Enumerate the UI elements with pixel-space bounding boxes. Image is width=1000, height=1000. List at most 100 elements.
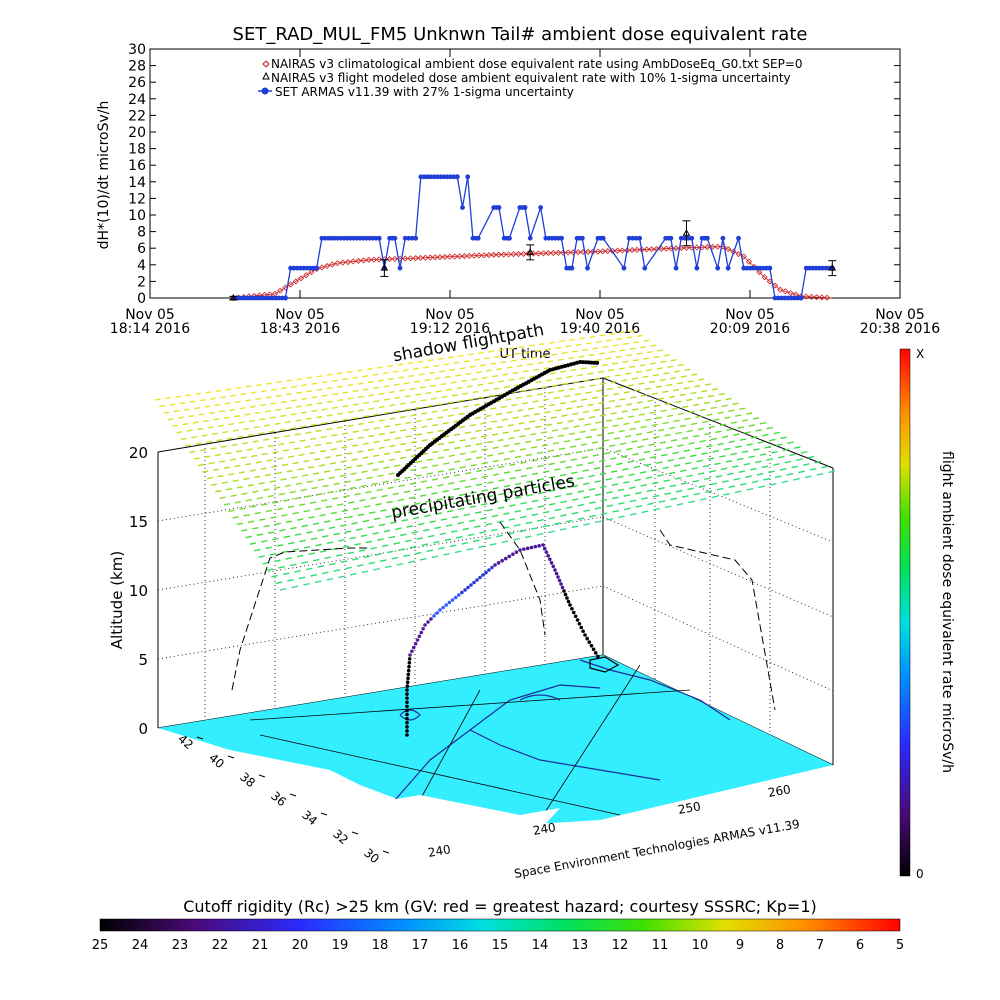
dose-field-mark [585,342,592,345]
dose-field-mark [513,523,521,527]
dose-field-mark [526,466,533,470]
dose-field-mark [383,385,390,388]
nairas-climatological-point [480,252,488,259]
dose-field-mark [798,470,805,474]
dose-field-mark [629,347,636,350]
dose-field-mark [189,450,196,454]
dose-field-mark [524,351,531,354]
dose-field-mark [469,424,476,427]
dose-field-mark [703,401,711,405]
dose-field-mark [298,503,306,506]
dose-field-mark [568,432,575,436]
dose-field-mark [296,391,303,394]
dose-field-mark [459,439,466,442]
dose-colorbar-top: X [916,347,924,361]
dose-field-mark [697,427,704,431]
dose-field-mark [525,453,533,457]
armas-point [538,205,544,210]
dose-field-mark [322,484,329,488]
dose-field-mark [727,472,734,476]
dose-field-mark [202,470,209,473]
dose-field-mark [383,398,390,401]
dose-field-mark [594,520,602,524]
nairas-climatological-point [545,250,552,257]
dose-field-mark [513,429,520,432]
dose-field-mark [433,364,440,367]
dose-field-mark [223,466,230,470]
dose-field-mark [565,345,572,348]
armas-point [392,235,398,241]
dose-field-mark [459,367,466,370]
dose-field-mark [272,537,279,541]
dose-field-mark [246,448,253,451]
dose-field-mark [582,410,590,414]
dose-field-mark [600,512,608,516]
dose-field-mark [310,574,318,577]
dose-field-mark [597,446,605,450]
dose-field-mark [627,415,635,418]
dose-field-mark [290,526,297,530]
dose-field-mark [319,550,327,553]
dose-field-mark [793,446,801,449]
dose-field-mark [670,439,678,442]
dose-field-mark [356,564,364,567]
nairas-climatological-point [629,247,636,254]
nairas-climatological-point [575,249,582,256]
dose-field-mark [315,543,322,547]
dose-field-mark [368,421,375,424]
dose-field-mark [259,418,266,421]
nairas-climatological-point [277,287,284,294]
dose-field-mark [653,404,661,407]
rigidity-tick-label: 10 [692,938,709,953]
nairas-climatological-point [432,254,439,261]
dose-field-mark [690,422,698,426]
nairas-climatological-point [334,260,341,267]
dose-field-mark [596,389,603,392]
dose-field-mark [506,411,513,414]
dose-field-mark [606,517,614,521]
dose-field-mark [554,468,561,471]
dose-field-mark [272,451,279,454]
dose-field-mark [328,476,335,479]
dose-field-mark [288,541,295,545]
dose-field-mark [306,390,313,393]
dose-field-mark [403,369,409,372]
dose-field-mark [210,483,218,486]
dose-field-mark [273,436,280,440]
dose-field-mark [671,407,678,411]
dose-field-mark [538,343,545,346]
dose-field-mark [310,537,318,540]
flight-path-point [405,712,409,717]
dose-field-mark [657,349,664,352]
dose-field-mark [494,355,501,358]
dose-field-mark [638,382,645,385]
dose-field-mark [576,405,583,408]
dose-field-mark [674,476,682,480]
dose-field-mark [425,500,432,503]
annotation-precipitating-particles: precipitating particles [390,471,577,523]
dose-field-mark [748,424,756,427]
dose-field-mark [265,410,271,413]
flight-path-point [554,571,559,576]
shadow-path-point [586,360,591,365]
dose-field-mark [311,409,318,413]
dose-field-mark [640,484,648,487]
dose-field-mark [346,370,353,373]
dose-field-mark [625,372,632,375]
y-tick-label: 30 [128,42,146,58]
dose-field-mark [322,535,329,538]
dose-field-mark [629,499,637,503]
dose-field-mark [583,379,590,382]
dose-field-mark [278,492,285,496]
dose-field-mark [197,427,204,431]
dose-field-mark [426,404,433,408]
armas-point [448,174,454,180]
dose-field-mark [779,468,787,471]
latitude-tick-label: 32 [330,827,351,848]
dose-colorbar: X 0 flight ambient dose equivalent rate … [899,347,955,881]
dose-field-mark [587,461,595,465]
dose-field-mark [185,394,191,397]
dose-field-mark [453,420,460,423]
dose-field-mark [643,450,651,454]
dose-field-mark [417,360,424,363]
